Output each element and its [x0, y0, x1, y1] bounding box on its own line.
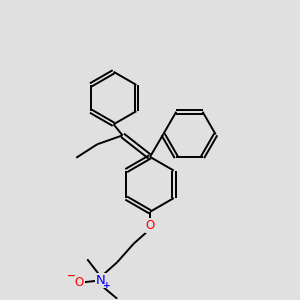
Text: −: − — [67, 271, 75, 281]
Text: O: O — [75, 276, 84, 289]
Text: N: N — [96, 274, 106, 287]
Text: +: + — [103, 281, 111, 290]
Text: O: O — [146, 219, 154, 232]
